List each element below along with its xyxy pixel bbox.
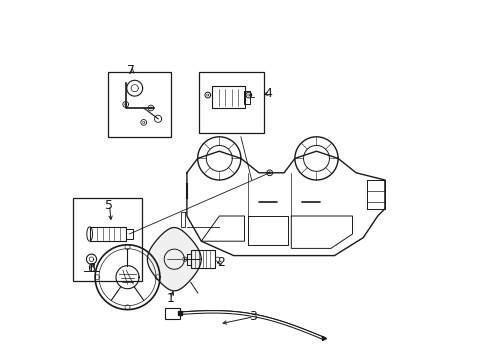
Polygon shape	[147, 228, 201, 291]
Text: 2: 2	[217, 256, 224, 269]
Text: 7: 7	[127, 64, 135, 77]
Bar	[199, 72, 264, 133]
Bar	[73, 198, 142, 281]
Bar	[191, 250, 214, 268]
Text: 1: 1	[166, 292, 174, 305]
Bar	[244, 91, 250, 104]
Text: 5: 5	[105, 199, 113, 212]
Text: 4: 4	[264, 87, 271, 100]
Bar	[89, 227, 125, 241]
Bar	[165, 308, 179, 319]
Text: 6: 6	[87, 262, 95, 275]
Bar	[212, 86, 244, 108]
Bar	[125, 229, 133, 239]
Bar	[107, 72, 170, 137]
Text: 3: 3	[249, 310, 257, 323]
